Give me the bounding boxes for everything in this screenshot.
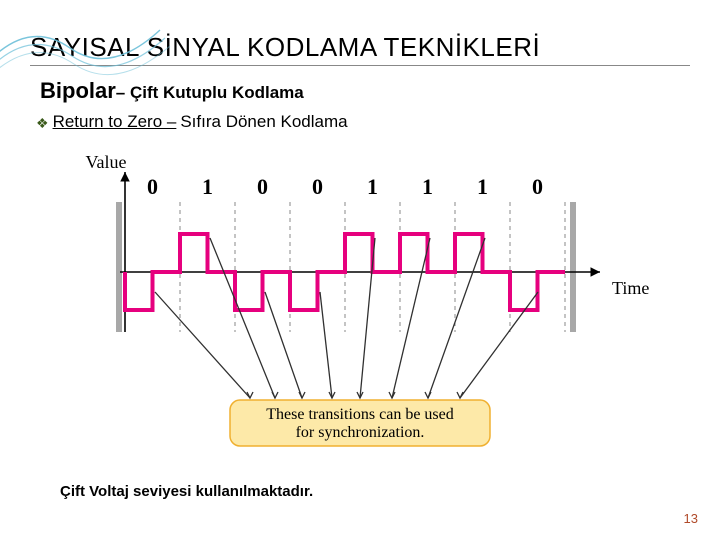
- bullet-row: ❖ Return to Zero – Sıfıra Dönen Kodlama: [0, 106, 720, 132]
- page-number: 13: [684, 511, 698, 526]
- subtitle: Bipolar– Çift Kutuplu Kodlama: [0, 70, 720, 106]
- svg-text:1: 1: [422, 174, 433, 199]
- diamond-icon: ❖: [36, 115, 49, 132]
- page-title: SAYISAL SİNYAL KODLAMA TEKNİKLERİ: [30, 32, 690, 63]
- subtitle-strong: Bipolar: [40, 78, 116, 103]
- bullet-underlined: Return to Zero –: [53, 112, 177, 132]
- svg-text:0: 0: [257, 174, 268, 199]
- title-area: SAYISAL SİNYAL KODLAMA TEKNİKLERİ: [0, 0, 720, 70]
- title-underline: [30, 65, 690, 66]
- bullet-plain: Sıfıra Dönen Kodlama: [180, 112, 347, 132]
- svg-text:1: 1: [367, 174, 378, 199]
- svg-text:1: 1: [202, 174, 213, 199]
- svg-text:Value: Value: [86, 152, 127, 172]
- svg-text:0: 0: [312, 174, 323, 199]
- svg-text:These transitions can be used: These transitions can be used: [266, 406, 454, 423]
- svg-text:0: 0: [532, 174, 543, 199]
- bottom-note: Çift Voltaj seviyesi kullanılmaktadır.: [60, 483, 313, 500]
- subtitle-rest: – Çift Kutuplu Kodlama: [116, 83, 304, 102]
- svg-text:Time: Time: [612, 278, 649, 298]
- signal-diagram: Value Time 0 1 0 0 1 1 1 0 These transitions can b…: [40, 142, 680, 462]
- svg-text:1: 1: [477, 174, 488, 199]
- svg-text:0: 0: [147, 174, 158, 199]
- svg-text:for synchronization.: for synchronization.: [296, 424, 425, 441]
